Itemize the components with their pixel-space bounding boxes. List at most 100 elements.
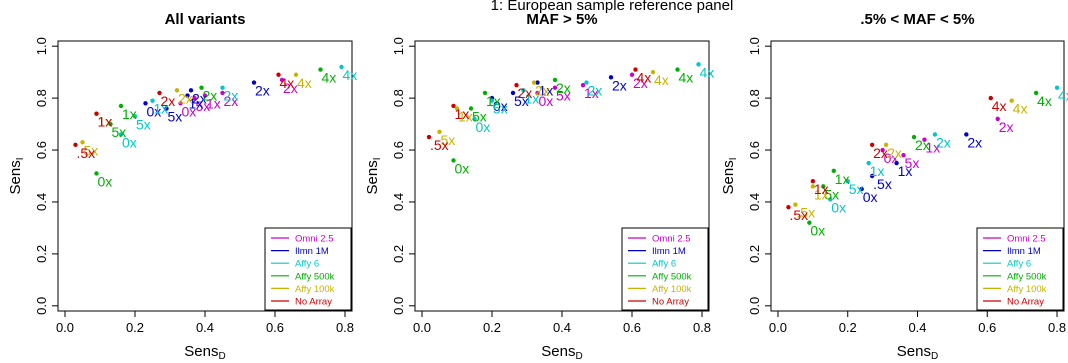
data-point bbox=[293, 72, 299, 77]
data-point bbox=[1033, 90, 1039, 96]
x-tick-label: 0.2 bbox=[839, 320, 857, 335]
data-point-label: 1x bbox=[455, 106, 470, 122]
data-point-label: 0x bbox=[831, 199, 846, 215]
data-point-label: 5x bbox=[168, 109, 183, 125]
data-point bbox=[552, 85, 558, 90]
data-point bbox=[178, 101, 183, 106]
x-axis-label-sub: D bbox=[218, 351, 225, 362]
legend-entry: Omni 2.5 bbox=[1007, 234, 1046, 245]
data-point-label: 5x bbox=[196, 98, 211, 114]
data-point-label: 1x bbox=[539, 83, 554, 99]
legend-entry: Affy 100k bbox=[652, 284, 692, 295]
panel-title: MAF > 5% bbox=[526, 11, 597, 28]
data-point bbox=[118, 103, 124, 109]
data-point-label: 1x bbox=[584, 85, 599, 101]
data-point bbox=[489, 98, 495, 103]
data-point-label: 2x bbox=[224, 93, 239, 109]
data-point-label: 5x bbox=[472, 109, 487, 125]
data-point-label: 0x bbox=[182, 103, 197, 119]
data-point bbox=[80, 140, 85, 145]
data-point bbox=[535, 80, 540, 85]
x-tick-label: 0.0 bbox=[413, 320, 431, 335]
data-point-label: 4x bbox=[679, 70, 694, 86]
x-axis-label-sub: D bbox=[575, 351, 582, 362]
data-point-label: 0x bbox=[476, 119, 491, 135]
y-tick-label: 0.2 bbox=[34, 245, 49, 263]
x-tick-label: 0.0 bbox=[56, 320, 74, 335]
y-axis-label: SensI bbox=[720, 158, 739, 195]
legend-entry: Affy 500k bbox=[295, 271, 335, 282]
data-point bbox=[608, 75, 614, 80]
data-point bbox=[1009, 98, 1014, 103]
x-tick-label: 0.8 bbox=[336, 320, 354, 335]
legend-entry: Omni 2.5 bbox=[295, 234, 334, 245]
data-point-label: 1x bbox=[925, 140, 940, 156]
x-tick-label: 0.8 bbox=[693, 320, 711, 335]
data-point bbox=[869, 142, 875, 148]
data-point bbox=[869, 173, 875, 179]
x-axis-label-main: Sens bbox=[897, 343, 931, 360]
data-point-label: 2x bbox=[873, 145, 888, 161]
y-tick-label: 0.2 bbox=[747, 245, 762, 263]
x-axis-label-main: Sens bbox=[541, 343, 575, 360]
data-point-label: 1x bbox=[898, 163, 913, 179]
data-point bbox=[454, 106, 460, 111]
data-point-label: 5x bbox=[136, 116, 151, 132]
y-tick-label: 0.4 bbox=[34, 193, 49, 211]
data-point-label: 2x bbox=[967, 134, 982, 150]
x-tick-label: 0.0 bbox=[769, 320, 787, 335]
data-point-label: 2x bbox=[203, 88, 218, 104]
data-point-label: 0x bbox=[147, 103, 162, 119]
data-point-label: 0x bbox=[493, 98, 508, 114]
legend-box bbox=[976, 227, 1064, 311]
data-point-label: 1x bbox=[189, 96, 204, 112]
data-point-label: 2x bbox=[161, 93, 176, 109]
data-point-label: 4x bbox=[280, 75, 295, 91]
y-axis-label: SensI bbox=[7, 158, 26, 195]
data-point bbox=[510, 90, 516, 96]
data-point-label: 4x bbox=[700, 64, 715, 80]
data-point bbox=[94, 171, 99, 176]
data-point-label: .5x bbox=[77, 145, 96, 161]
data-point bbox=[108, 121, 113, 127]
data-point bbox=[866, 160, 871, 166]
data-point bbox=[845, 178, 850, 184]
data-point bbox=[629, 72, 635, 77]
y-tick-label: 0.0 bbox=[34, 297, 49, 315]
panel-title: .5% < MAF < 5% bbox=[860, 11, 974, 28]
data-point bbox=[143, 101, 148, 106]
data-point-label: 2x bbox=[612, 77, 627, 93]
y-tick-label: 0.8 bbox=[391, 89, 406, 107]
data-point-label: 2x bbox=[588, 83, 603, 99]
y-axis-label-sub: I bbox=[372, 158, 383, 161]
data-point-label: 1x bbox=[486, 93, 501, 109]
data-point bbox=[932, 132, 938, 137]
data-point-label: 0x bbox=[455, 160, 470, 176]
data-point-label: 0x bbox=[863, 189, 878, 205]
data-point-label: .5x bbox=[873, 176, 892, 192]
data-point-label: .5x bbox=[430, 137, 449, 153]
data-point-label: 1x bbox=[98, 114, 113, 130]
data-point bbox=[94, 111, 99, 116]
data-point-label: 5x bbox=[905, 155, 920, 171]
data-point bbox=[150, 98, 155, 103]
data-point bbox=[580, 82, 586, 88]
data-point bbox=[995, 116, 1000, 122]
data-point bbox=[810, 178, 816, 184]
data-point bbox=[793, 202, 798, 207]
data-point bbox=[675, 67, 680, 72]
figure-suptitle: 1: European sample reference panel bbox=[491, 0, 734, 14]
data-point bbox=[202, 93, 208, 98]
y-tick-label: 0.0 bbox=[391, 297, 406, 315]
data-point-label: 4x bbox=[297, 75, 312, 91]
data-point-label: 4x bbox=[1013, 101, 1028, 117]
data-point-label: 5x bbox=[514, 93, 529, 109]
y-axis-label-sub: I bbox=[728, 158, 739, 161]
x-tick-label: 0.2 bbox=[483, 320, 501, 335]
